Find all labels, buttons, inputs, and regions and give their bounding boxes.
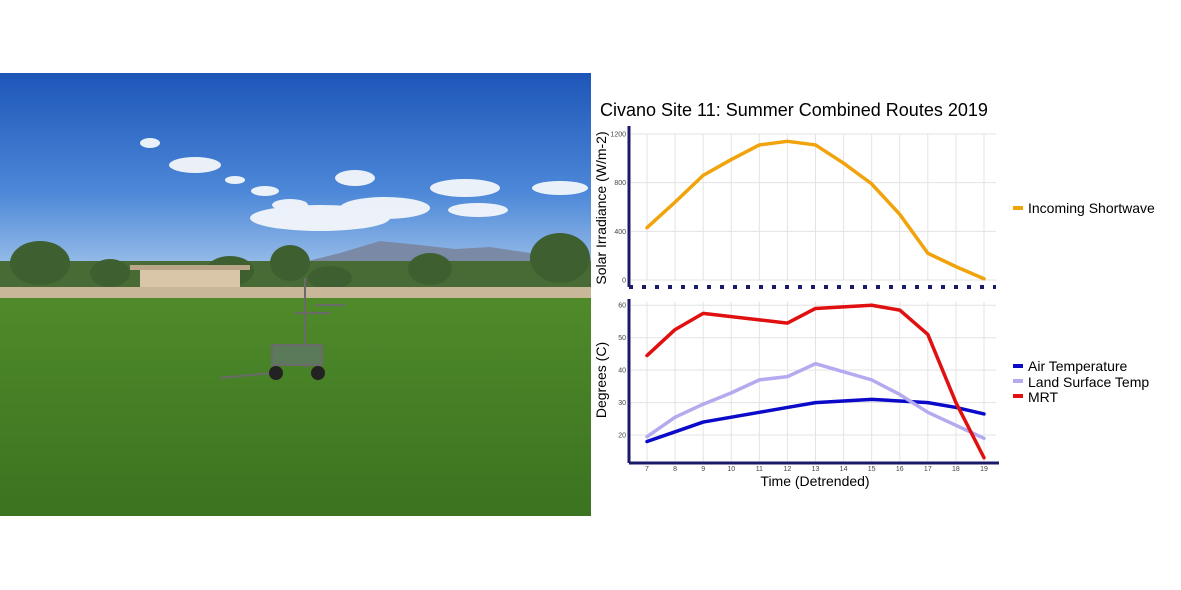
- top-y-tick-label: 800: [614, 180, 626, 187]
- x-tick-label: 7: [645, 466, 649, 473]
- sky: [0, 73, 591, 273]
- x-tick-label: 16: [896, 466, 904, 473]
- x-tick-label: 12: [784, 466, 792, 473]
- top-y-tick-label: 1200: [610, 132, 626, 139]
- top-grid: [631, 133, 996, 281]
- field-photo: [0, 73, 591, 516]
- bottom-y-tick-label: 50: [618, 335, 626, 342]
- x-tick-label: 13: [812, 466, 820, 473]
- grass: [0, 298, 591, 516]
- x-axis-title: Time (Detrended): [760, 473, 869, 489]
- x-tick-label: 19: [980, 466, 988, 473]
- legend-label-mrt: MRT: [1028, 389, 1059, 405]
- x-tick-label: 15: [868, 466, 876, 473]
- dirt-strip: [0, 287, 591, 301]
- top-y-ticks: 0 400 800 1200: [610, 132, 626, 285]
- bottom-x-ticks: 7 8 9 10 11 12 13 14 15 16 17 18 19: [645, 466, 988, 473]
- bottom-y-axis-title: Degrees (C): [593, 342, 609, 418]
- clouds: [140, 138, 588, 231]
- legend-label-land-surface-temp: Land Surface Temp: [1028, 374, 1149, 390]
- bottom-y-tick-label: 40: [618, 368, 626, 375]
- x-tick-label: 10: [727, 466, 735, 473]
- x-tick-label: 14: [840, 466, 848, 473]
- x-tick-label: 17: [924, 466, 932, 473]
- legend-label-air-temperature: Air Temperature: [1028, 358, 1128, 374]
- cart-wheels: [269, 366, 325, 380]
- top-panel: 0 400 800 1200 Solar Irradiance (W/m-2): [593, 126, 996, 289]
- x-tick-label: 9: [701, 466, 705, 473]
- combined-chart: Civano Site 11: Summer Combined Routes 2…: [593, 100, 1155, 489]
- bottom-y-tick-label: 30: [618, 400, 626, 407]
- top-y-tick-label: 0: [622, 278, 626, 285]
- top-y-axis-title: Solar Irradiance (W/m-2): [593, 131, 609, 284]
- building-roof: [130, 265, 250, 270]
- x-tick-label: 18: [952, 466, 960, 473]
- top-series: [645, 139, 986, 281]
- x-tick-label: 8: [673, 466, 677, 473]
- chart-title: Civano Site 11: Summer Combined Routes 2…: [600, 100, 988, 120]
- legend-label-incoming-shortwave: Incoming Shortwave: [1028, 200, 1155, 216]
- bottom-y-tick-label: 20: [618, 433, 626, 440]
- bottom-panel: 20 30 40 50 60 7 8 9 10 11 12 13 14 15 16 17 18 19 Degre…: [593, 299, 999, 489]
- bottom-series: [645, 303, 986, 460]
- trees: [10, 233, 590, 290]
- weather-cart: [219, 278, 345, 379]
- x-tick-label: 11: [756, 466, 763, 473]
- legend-bottom: Air Temperature Land Surface Temp MRT: [1013, 358, 1149, 405]
- bottom-grid: [631, 302, 996, 461]
- bottom-y-ticks: 20 30 40 50 60: [618, 303, 626, 440]
- top-y-tick-label: 400: [614, 229, 626, 236]
- legend-top: Incoming Shortwave: [1013, 200, 1155, 216]
- bottom-y-tick-label: 60: [618, 303, 626, 310]
